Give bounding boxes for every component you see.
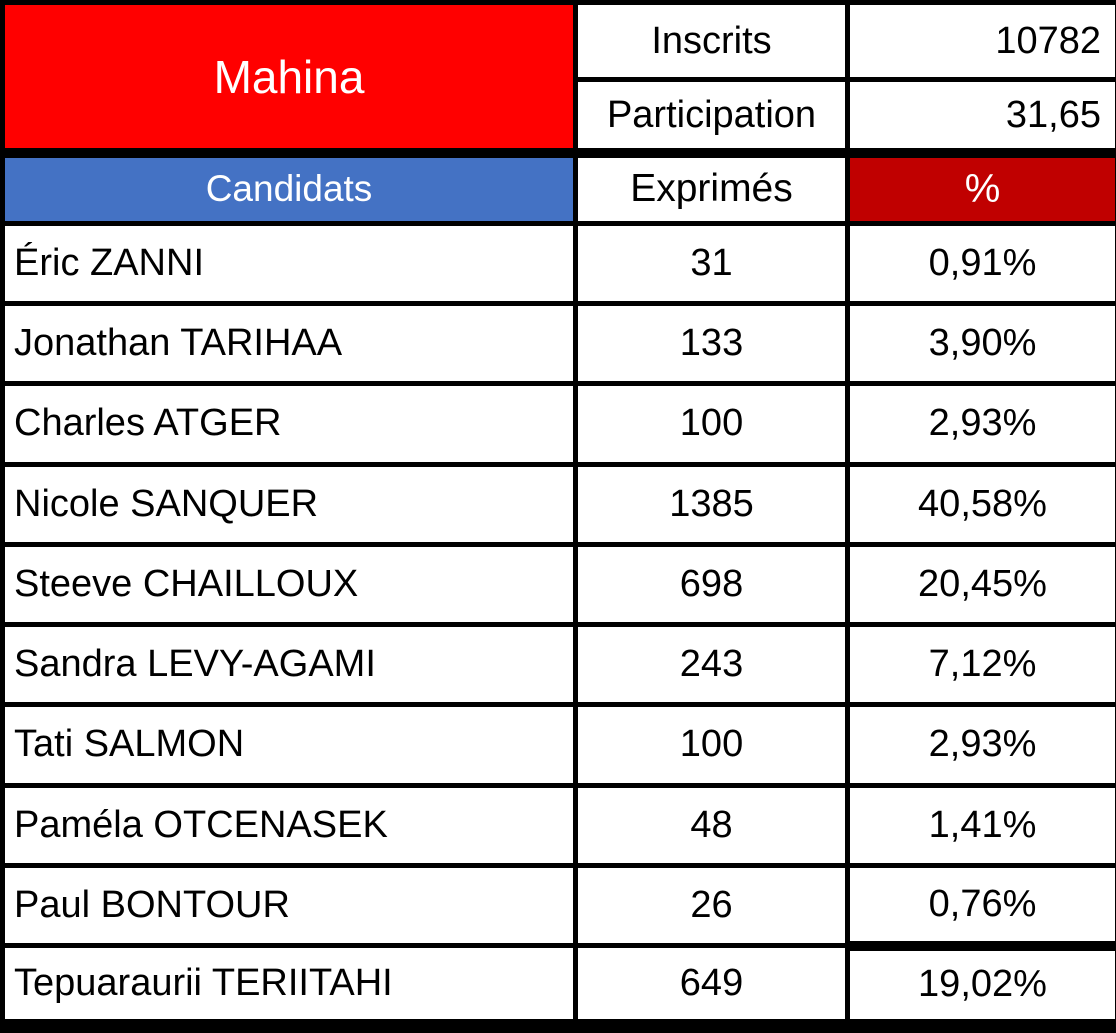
percent-value-cell: 3,90%	[845, 300, 1116, 387]
exprimes-value-cell: 48	[573, 782, 850, 868]
candidate-row: Jonathan TARIHAA 133 3,90%	[0, 300, 1116, 387]
candidate-row: Tepuaraurii TERIITAHI 649 19,02%	[0, 943, 1116, 1029]
table-header-row: Candidats Exprimés %	[0, 147, 1116, 226]
percent-value-cell: 20,45%	[845, 541, 1116, 628]
exprimes-value-cell: 31	[573, 220, 850, 307]
percent-value-cell: 40,58%	[845, 461, 1116, 547]
candidate-row: Paul BONTOUR 26 0,76%	[0, 862, 1116, 951]
exprimes-value-cell: 649	[573, 943, 850, 1029]
percent-value-cell: 2,93%	[845, 702, 1116, 788]
inscrits-label-cell: Inscrits	[573, 0, 850, 83]
percent-value-cell: 19,02%	[845, 943, 1116, 1029]
exprimes-value-cell: 698	[573, 541, 850, 628]
candidate-name-cell: Tati SALMON	[0, 702, 578, 788]
exprimes-value-cell: 243	[573, 622, 850, 708]
candidate-name-cell: Charles ATGER	[0, 381, 578, 467]
percent-value-cell: 0,91%	[845, 220, 1116, 307]
exprimes-value-cell: 1385	[573, 461, 850, 547]
candidate-name-cell: Paul BONTOUR	[0, 862, 578, 949]
candidate-row: Charles ATGER 100 2,93%	[0, 381, 1116, 467]
candidate-row: Sandra LEVY-AGAMI 243 7,12%	[0, 622, 1116, 708]
candidate-name-cell: Nicole SANQUER	[0, 461, 578, 547]
candidate-name-cell: Éric ZANNI	[0, 220, 578, 307]
percent-value-cell: 2,93%	[845, 381, 1116, 467]
candidate-name-cell: Tepuaraurii TERIITAHI	[0, 943, 578, 1029]
percent-value-cell: 7,12%	[845, 622, 1116, 708]
participation-label-cell: Participation	[573, 77, 850, 156]
candidats-header-cell: Candidats	[0, 147, 578, 226]
summary-row-inscrits: Mahina Inscrits 10782	[0, 0, 1116, 156]
percent-value-cell: 0,76%	[845, 862, 1116, 951]
candidate-name-cell: Sandra LEVY-AGAMI	[0, 622, 578, 708]
percent-header-cell: %	[845, 147, 1116, 226]
candidate-name-cell: Steeve CHAILLOUX	[0, 541, 578, 628]
inscrits-value-cell: 10782	[845, 0, 1116, 83]
candidate-row: Nicole SANQUER 1385 40,58%	[0, 461, 1116, 547]
exprimes-value-cell: 133	[573, 300, 850, 387]
candidate-row: Éric ZANNI 31 0,91%	[0, 220, 1116, 307]
participation-value-cell: 31,65	[845, 77, 1116, 156]
exprimes-value-cell: 26	[573, 862, 850, 949]
exprimes-value-cell: 100	[573, 702, 850, 788]
candidate-row: Steeve CHAILLOUX 698 20,45%	[0, 541, 1116, 628]
candidate-name-cell: Jonathan TARIHAA	[0, 300, 578, 387]
candidate-name-cell: Paméla OTCENASEK	[0, 782, 578, 868]
candidate-row: Paméla OTCENASEK 48 1,41%	[0, 782, 1116, 868]
commune-title-cell: Mahina	[0, 0, 578, 156]
exprimes-header-cell: Exprimés	[573, 147, 850, 226]
candidate-row: Tati SALMON 100 2,93%	[0, 702, 1116, 788]
exprimes-value-cell: 100	[573, 381, 850, 467]
summary-row-participation: Participation 31,65	[3, 77, 1116, 156]
percent-value-cell: 1,41%	[845, 782, 1116, 868]
